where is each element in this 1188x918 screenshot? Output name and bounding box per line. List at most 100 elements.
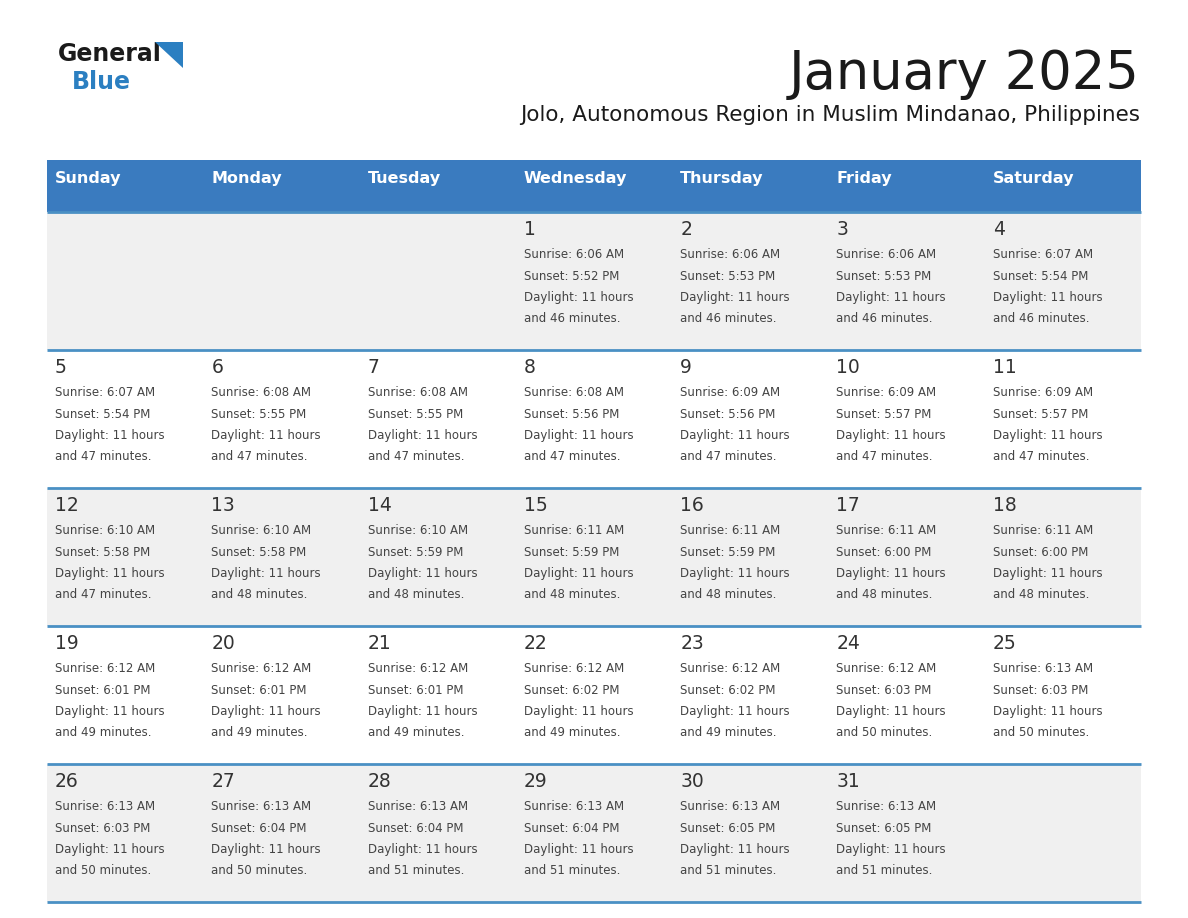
Text: and 46 minutes.: and 46 minutes.: [681, 312, 777, 326]
Text: Daylight: 11 hours: Daylight: 11 hours: [55, 567, 165, 580]
Text: Sunrise: 6:10 AM: Sunrise: 6:10 AM: [367, 524, 468, 537]
Text: and 48 minutes.: and 48 minutes.: [367, 588, 465, 601]
Text: Sunset: 5:58 PM: Sunset: 5:58 PM: [55, 545, 150, 558]
Polygon shape: [154, 42, 183, 68]
Bar: [48, 488, 1140, 626]
Text: Saturday: Saturday: [993, 171, 1074, 185]
Text: Daylight: 11 hours: Daylight: 11 hours: [367, 567, 478, 580]
Text: Sunrise: 6:12 AM: Sunrise: 6:12 AM: [524, 662, 624, 675]
Text: 5: 5: [55, 358, 67, 377]
Text: Sunrise: 6:09 AM: Sunrise: 6:09 AM: [836, 386, 936, 399]
Text: Daylight: 11 hours: Daylight: 11 hours: [993, 705, 1102, 718]
Text: Sunrise: 6:13 AM: Sunrise: 6:13 AM: [524, 800, 624, 813]
Text: Sunset: 5:52 PM: Sunset: 5:52 PM: [524, 270, 619, 283]
Text: Sunrise: 6:12 AM: Sunrise: 6:12 AM: [836, 662, 936, 675]
Text: Sunrise: 6:13 AM: Sunrise: 6:13 AM: [681, 800, 781, 813]
Text: 28: 28: [367, 772, 391, 791]
Text: Sunrise: 6:08 AM: Sunrise: 6:08 AM: [524, 386, 624, 399]
Text: Wednesday: Wednesday: [524, 171, 627, 185]
Text: 23: 23: [681, 634, 704, 653]
Text: Sunrise: 6:11 AM: Sunrise: 6:11 AM: [524, 524, 624, 537]
Text: and 50 minutes.: and 50 minutes.: [836, 726, 933, 740]
Text: Blue: Blue: [72, 70, 131, 94]
Text: Sunset: 6:04 PM: Sunset: 6:04 PM: [211, 822, 307, 834]
Text: 1: 1: [524, 220, 536, 239]
Text: January 2025: January 2025: [789, 48, 1140, 100]
Text: Daylight: 11 hours: Daylight: 11 hours: [993, 429, 1102, 442]
Text: 26: 26: [55, 772, 78, 791]
Text: Sunset: 5:56 PM: Sunset: 5:56 PM: [524, 408, 619, 420]
Text: Daylight: 11 hours: Daylight: 11 hours: [524, 429, 633, 442]
Text: and 49 minutes.: and 49 minutes.: [524, 726, 620, 740]
Text: Sunset: 5:57 PM: Sunset: 5:57 PM: [993, 408, 1088, 420]
Text: and 48 minutes.: and 48 minutes.: [993, 588, 1089, 601]
Bar: [48, 764, 1140, 902]
Text: Daylight: 11 hours: Daylight: 11 hours: [211, 429, 321, 442]
Text: Sunset: 6:00 PM: Sunset: 6:00 PM: [993, 545, 1088, 558]
Bar: [48, 212, 1140, 350]
Text: and 51 minutes.: and 51 minutes.: [836, 865, 933, 878]
Text: Sunset: 6:00 PM: Sunset: 6:00 PM: [836, 545, 931, 558]
Text: Sunrise: 6:10 AM: Sunrise: 6:10 AM: [55, 524, 156, 537]
Text: Daylight: 11 hours: Daylight: 11 hours: [211, 705, 321, 718]
Text: Sunset: 5:53 PM: Sunset: 5:53 PM: [681, 270, 776, 283]
Text: 25: 25: [993, 634, 1017, 653]
Text: Daylight: 11 hours: Daylight: 11 hours: [367, 429, 478, 442]
Text: and 46 minutes.: and 46 minutes.: [836, 312, 933, 326]
Text: Sunset: 5:54 PM: Sunset: 5:54 PM: [55, 408, 151, 420]
Text: and 47 minutes.: and 47 minutes.: [524, 451, 620, 464]
Text: 2: 2: [681, 220, 693, 239]
Text: Daylight: 11 hours: Daylight: 11 hours: [836, 567, 946, 580]
Text: Sunrise: 6:12 AM: Sunrise: 6:12 AM: [211, 662, 311, 675]
Text: and 47 minutes.: and 47 minutes.: [55, 588, 152, 601]
Text: Sunrise: 6:13 AM: Sunrise: 6:13 AM: [211, 800, 311, 813]
Text: and 51 minutes.: and 51 minutes.: [681, 865, 777, 878]
Text: and 47 minutes.: and 47 minutes.: [836, 451, 933, 464]
Text: 19: 19: [55, 634, 78, 653]
Text: Daylight: 11 hours: Daylight: 11 hours: [993, 291, 1102, 304]
Text: Daylight: 11 hours: Daylight: 11 hours: [681, 567, 790, 580]
Text: Monday: Monday: [211, 171, 282, 185]
Text: 13: 13: [211, 496, 235, 515]
Text: 4: 4: [993, 220, 1005, 239]
Text: 9: 9: [681, 358, 693, 377]
Text: and 50 minutes.: and 50 minutes.: [55, 865, 151, 878]
Text: Sunrise: 6:09 AM: Sunrise: 6:09 AM: [681, 386, 781, 399]
Text: and 51 minutes.: and 51 minutes.: [524, 865, 620, 878]
Text: Sunset: 6:03 PM: Sunset: 6:03 PM: [993, 684, 1088, 697]
Text: Sunrise: 6:08 AM: Sunrise: 6:08 AM: [211, 386, 311, 399]
Text: Sunset: 5:58 PM: Sunset: 5:58 PM: [211, 545, 307, 558]
Text: 27: 27: [211, 772, 235, 791]
Text: 20: 20: [211, 634, 235, 653]
Text: Sunset: 6:02 PM: Sunset: 6:02 PM: [681, 684, 776, 697]
Text: and 47 minutes.: and 47 minutes.: [993, 451, 1089, 464]
Text: Daylight: 11 hours: Daylight: 11 hours: [681, 705, 790, 718]
Text: Sunset: 5:53 PM: Sunset: 5:53 PM: [836, 270, 931, 283]
Text: Sunset: 6:03 PM: Sunset: 6:03 PM: [836, 684, 931, 697]
Bar: [48, 350, 1140, 488]
Text: and 47 minutes.: and 47 minutes.: [681, 451, 777, 464]
Text: Daylight: 11 hours: Daylight: 11 hours: [524, 567, 633, 580]
Text: Sunrise: 6:11 AM: Sunrise: 6:11 AM: [681, 524, 781, 537]
Text: 24: 24: [836, 634, 860, 653]
Text: Sunrise: 6:06 AM: Sunrise: 6:06 AM: [681, 248, 781, 261]
Text: Sunset: 6:01 PM: Sunset: 6:01 PM: [367, 684, 463, 697]
Text: Sunrise: 6:13 AM: Sunrise: 6:13 AM: [993, 662, 1093, 675]
Text: Sunrise: 6:12 AM: Sunrise: 6:12 AM: [55, 662, 156, 675]
Text: Sunrise: 6:10 AM: Sunrise: 6:10 AM: [211, 524, 311, 537]
Text: and 46 minutes.: and 46 minutes.: [524, 312, 620, 326]
Text: and 47 minutes.: and 47 minutes.: [55, 451, 152, 464]
Text: Daylight: 11 hours: Daylight: 11 hours: [55, 843, 165, 856]
Text: Daylight: 11 hours: Daylight: 11 hours: [681, 291, 790, 304]
Text: and 47 minutes.: and 47 minutes.: [367, 451, 465, 464]
Text: Sunrise: 6:08 AM: Sunrise: 6:08 AM: [367, 386, 468, 399]
Text: 11: 11: [993, 358, 1017, 377]
Text: and 50 minutes.: and 50 minutes.: [993, 726, 1089, 740]
Text: Sunset: 6:03 PM: Sunset: 6:03 PM: [55, 822, 151, 834]
Text: and 50 minutes.: and 50 minutes.: [211, 865, 308, 878]
Text: Sunset: 6:05 PM: Sunset: 6:05 PM: [681, 822, 776, 834]
Text: Sunset: 5:55 PM: Sunset: 5:55 PM: [367, 408, 463, 420]
Text: 16: 16: [681, 496, 704, 515]
Text: 30: 30: [681, 772, 704, 791]
Text: Daylight: 11 hours: Daylight: 11 hours: [836, 843, 946, 856]
